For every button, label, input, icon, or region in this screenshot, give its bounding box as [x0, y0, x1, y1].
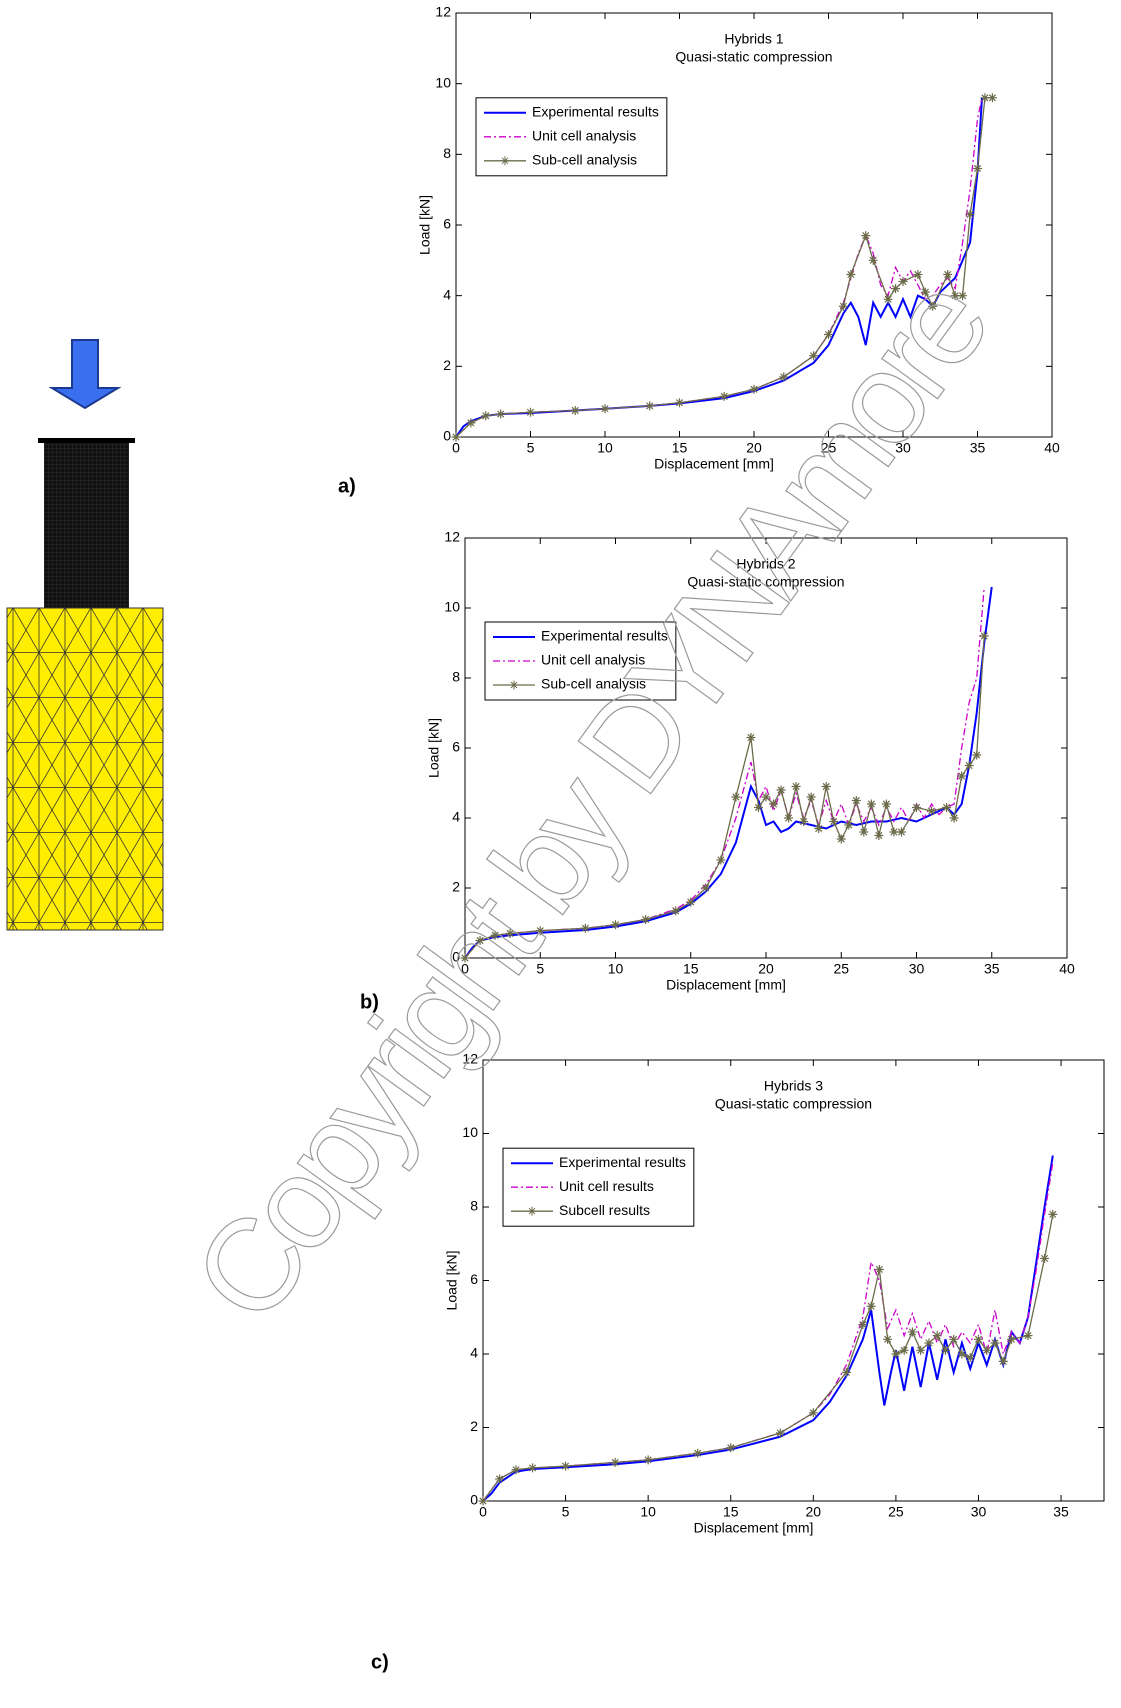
- specimen-diagram: [7, 340, 163, 930]
- y-axis-label: Load [kN]: [426, 718, 442, 778]
- x-axis-label: Displacement [mm]: [694, 1520, 814, 1536]
- x-tick-label: 15: [683, 961, 699, 977]
- y-tick-label: 10: [435, 74, 451, 90]
- star-marker: [1048, 1210, 1057, 1219]
- star-marker: [479, 1497, 488, 1506]
- star-marker: [912, 803, 921, 812]
- y-tick-label: 4: [470, 1345, 478, 1361]
- star-marker: [1024, 1331, 1033, 1340]
- x-tick-label: 0: [452, 440, 460, 456]
- x-tick-label: 5: [562, 1504, 570, 1520]
- star-marker: [601, 404, 610, 413]
- y-tick-label: 2: [470, 1418, 478, 1434]
- x-tick-label: 35: [1053, 1504, 1069, 1520]
- x-tick-label: 20: [758, 961, 774, 977]
- y-tick-label: 8: [443, 145, 451, 161]
- y-tick-label: 4: [452, 809, 460, 825]
- y-tick-label: 6: [470, 1271, 478, 1287]
- star-marker: [675, 398, 684, 407]
- chart-subtitle: Quasi-static compression: [715, 1096, 872, 1112]
- y-axis-label: Load [kN]: [444, 1251, 460, 1311]
- x-tick-label: 10: [608, 961, 624, 977]
- y-tick-label: 8: [452, 669, 460, 685]
- y-tick-label: 8: [470, 1198, 478, 1214]
- chart: 05101520253035024681012Displacement [mm]…: [444, 1051, 1104, 1536]
- x-tick-label: 40: [1044, 440, 1060, 456]
- legend-label: Experimental results: [532, 104, 659, 120]
- x-axis-label: Displacement [mm]: [666, 977, 786, 993]
- x-tick-label: 35: [970, 440, 986, 456]
- panel-label: c): [371, 1651, 389, 1673]
- panel-label: a): [338, 475, 356, 497]
- x-tick-label: 15: [672, 440, 688, 456]
- x-tick-label: 30: [971, 1504, 987, 1520]
- star-marker: [824, 330, 833, 339]
- star-marker: [762, 793, 771, 802]
- star-marker: [750, 385, 759, 394]
- figure: a)b)c)0510152025303540024681012Displacem…: [0, 0, 1121, 1708]
- x-tick-label: 10: [597, 440, 613, 456]
- y-tick-label: 10: [444, 599, 460, 615]
- y-axis-label: Load [kN]: [417, 195, 433, 255]
- plot-area: [483, 1060, 1104, 1501]
- x-tick-label: 35: [984, 961, 1000, 977]
- star-marker: [950, 814, 959, 823]
- star-marker: [611, 920, 620, 929]
- y-tick-label: 12: [444, 529, 460, 545]
- star-marker: [496, 410, 505, 419]
- x-tick-label: 15: [723, 1504, 739, 1520]
- x-tick-label: 10: [640, 1504, 656, 1520]
- star-marker: [526, 408, 535, 417]
- star-marker: [973, 164, 982, 173]
- legend-label: Unit cell results: [559, 1178, 654, 1194]
- star-marker: [957, 1350, 966, 1359]
- star-marker: [861, 231, 870, 240]
- y-tick-label: 0: [470, 1492, 478, 1508]
- star-marker: [452, 433, 461, 442]
- star-marker: [686, 898, 695, 907]
- y-tick-label: 12: [435, 4, 451, 20]
- y-tick-label: 10: [462, 1124, 478, 1140]
- tube-cap: [38, 438, 135, 443]
- legend-label: Sub-cell analysis: [532, 152, 637, 168]
- y-tick-label: 6: [443, 216, 451, 232]
- x-tick-label: 25: [833, 961, 849, 977]
- chart-subtitle: Quasi-static compression: [675, 49, 832, 65]
- legend: Experimental results Unit cell results Sub…: [503, 1148, 694, 1226]
- legend: Experimental results Unit cell analysis Su…: [476, 98, 667, 176]
- chart-title: Hybrids 3: [764, 1078, 823, 1094]
- x-tick-label: 5: [527, 440, 535, 456]
- legend-label: Unit cell analysis: [532, 128, 636, 144]
- load-arrow: [52, 340, 118, 408]
- y-tick-label: 2: [443, 357, 451, 373]
- x-tick-label: 25: [888, 1504, 904, 1520]
- star-marker: [481, 411, 490, 420]
- x-tick-label: 30: [909, 961, 925, 977]
- star-marker: [867, 1302, 876, 1311]
- x-tick-label: 20: [806, 1504, 822, 1520]
- chart-title: Hybrids 1: [724, 31, 783, 47]
- star-marker: [837, 835, 846, 844]
- star-marker: [466, 418, 475, 427]
- x-tick-label: 0: [479, 1504, 487, 1520]
- star-marker: [874, 831, 883, 840]
- legend-label: Experimental results: [559, 1154, 686, 1170]
- y-tick-label: 6: [452, 739, 460, 755]
- x-tick-label: 40: [1059, 961, 1075, 977]
- tube: [44, 440, 129, 608]
- y-tick-label: 0: [443, 428, 451, 444]
- star-marker: [924, 1338, 933, 1347]
- legend-label: Subcell results: [559, 1202, 650, 1218]
- y-tick-label: 4: [443, 286, 451, 302]
- foam-block: [7, 608, 163, 930]
- star-marker: [799, 817, 808, 826]
